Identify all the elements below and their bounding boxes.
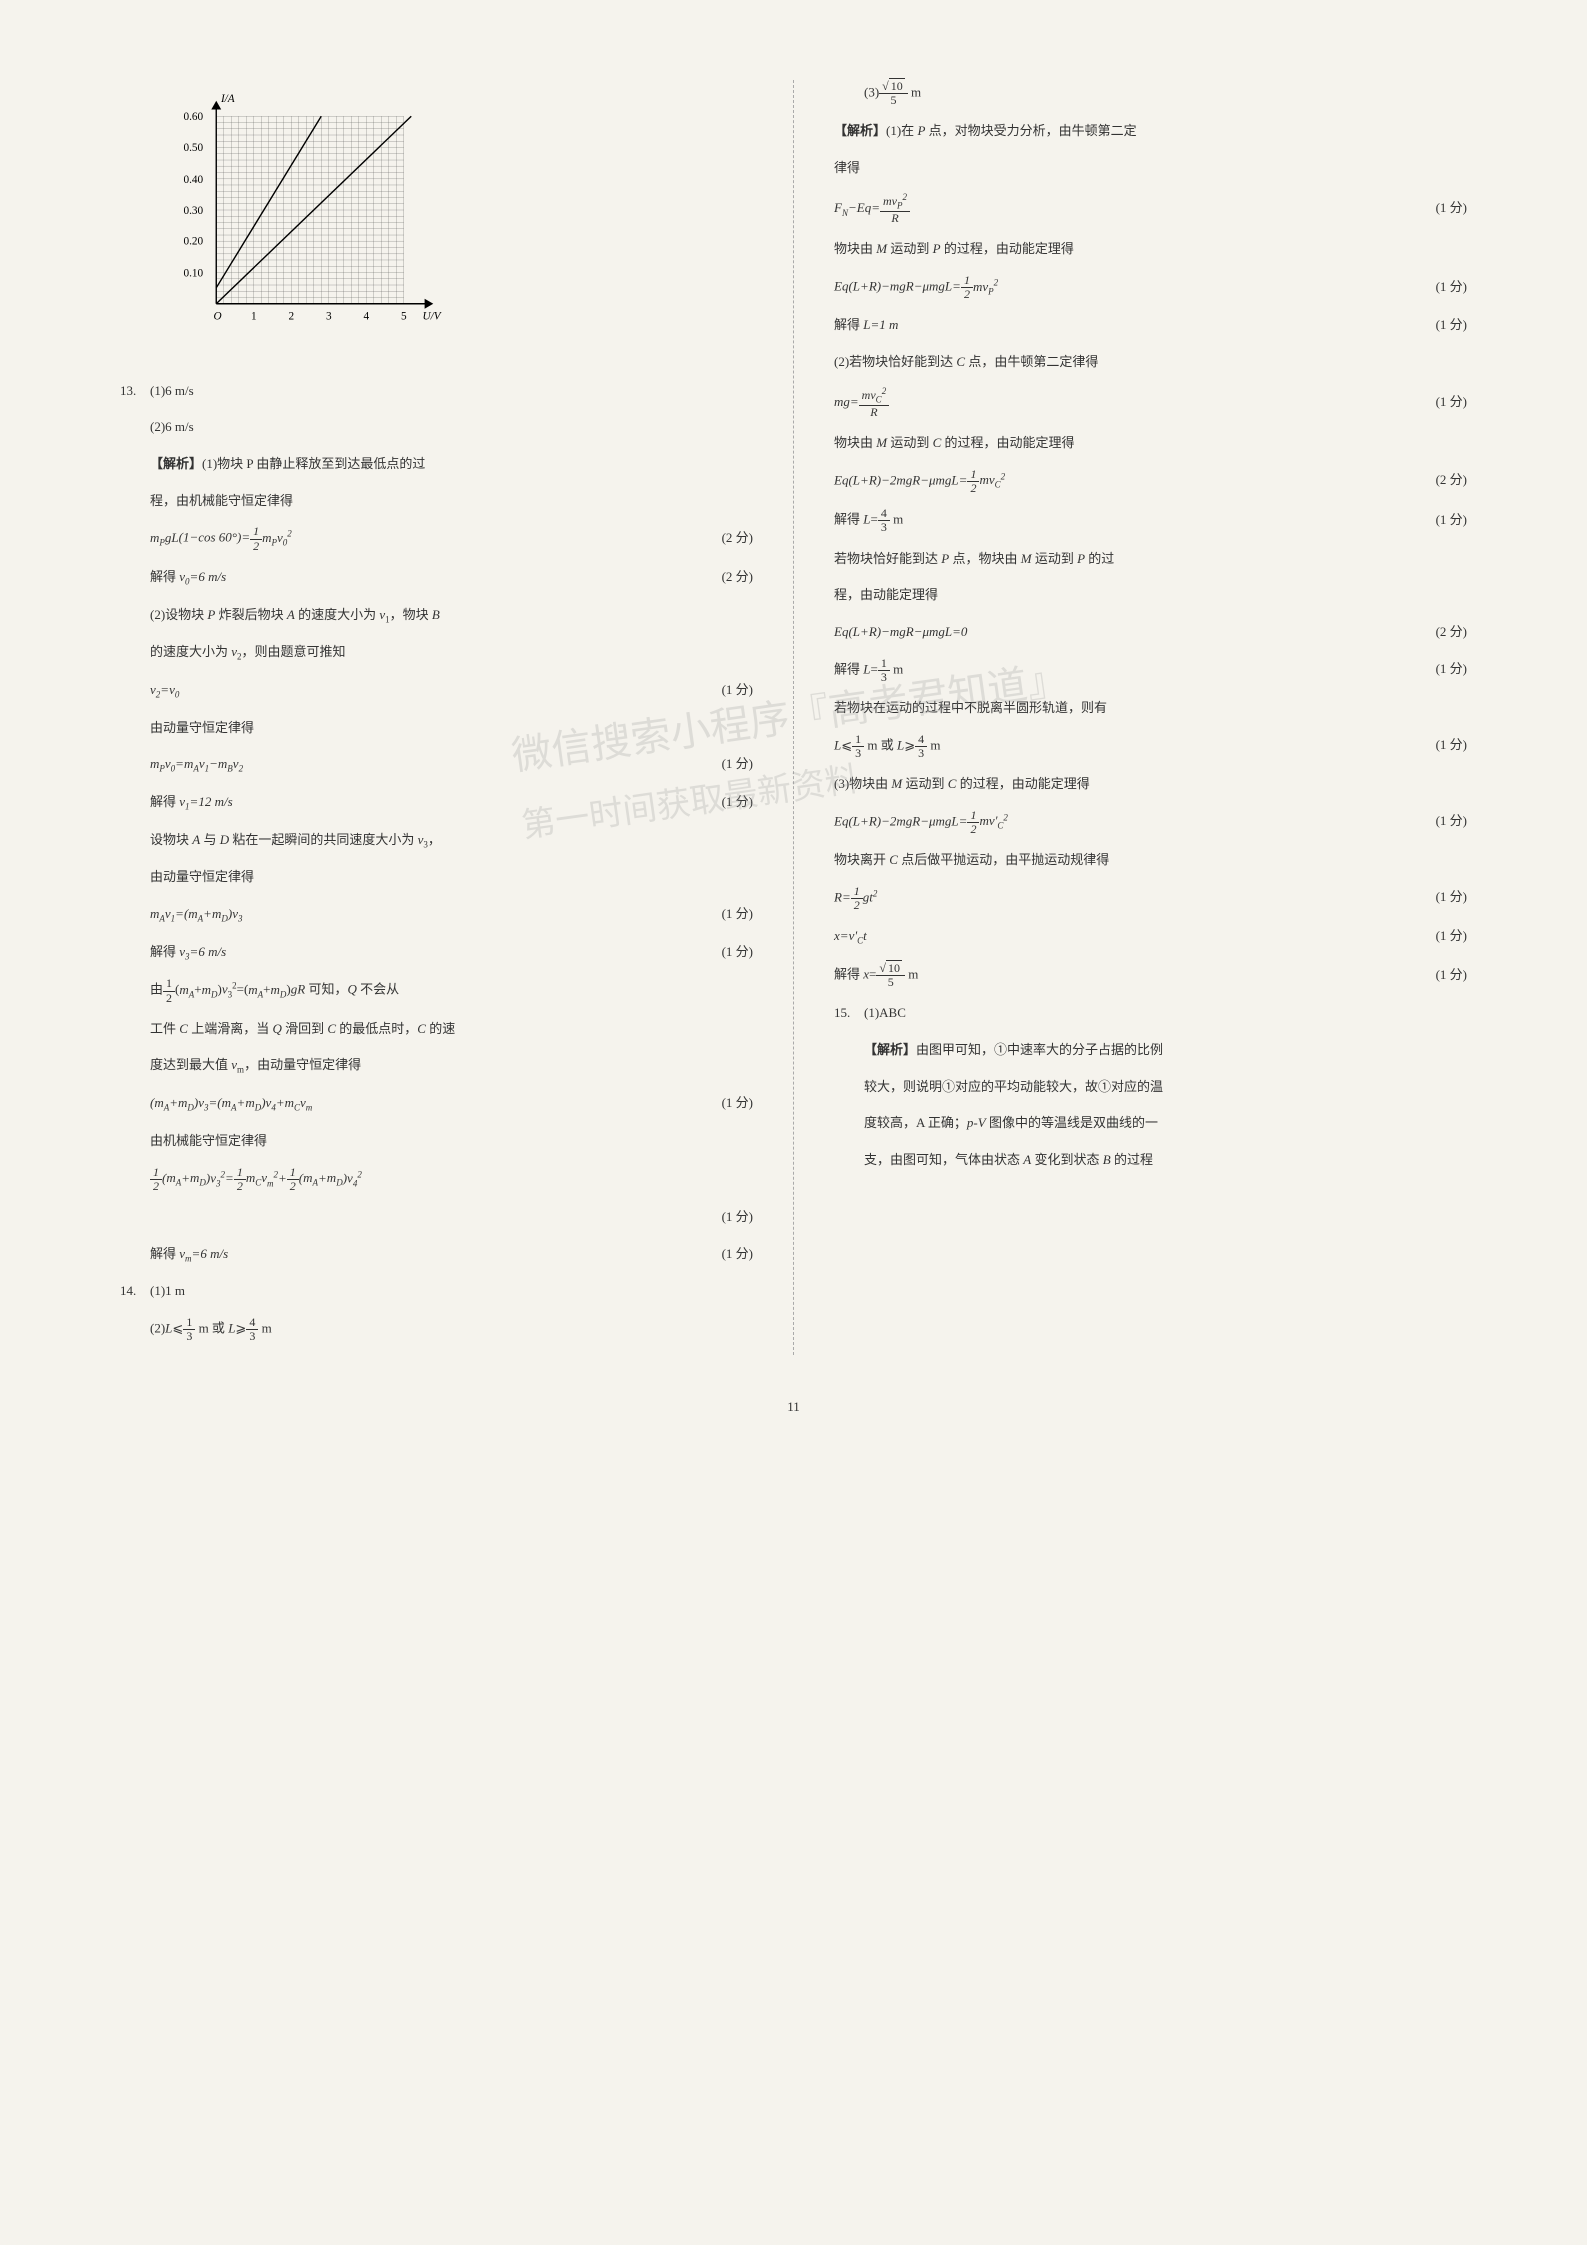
r-l2: 律得 [834,156,1467,181]
q13-part1: (1)6 m/s [150,379,194,404]
q13-eq1-score: (2 分) [722,526,753,551]
q13-l9: 由动量守恒定律得 [150,865,753,890]
svg-text:0.10: 0.10 [183,268,203,280]
r-l11: 若物块在运动的过程中不脱离半圆形轨道，则有 [834,696,1467,721]
q14-num: 14. [120,1279,150,1304]
svg-text:5: 5 [401,311,407,323]
q15-l4: 支，由图可知，气体由状态 A 变化到状态 B 的过程 [864,1148,1467,1173]
q13-l14: 由机械能守恒定律得 [150,1129,753,1154]
q13-l7: 解得 v1=12 m/s (1 分) [150,790,753,816]
r-l13: 物块离开 C 点后做平抛运动，由平抛运动规律得 [834,848,1467,873]
r-eq1: FN−Eq=mvP2R (1 分) [834,193,1467,225]
r-l9: 程，由动能定理得 [834,583,1467,608]
q15-l2: 较大，则说明①对应的平均动能较大，故①对应的温 [864,1075,1467,1100]
analysis-label: 【解析】 [150,452,202,477]
svg-text:U/V: U/V [423,311,442,323]
svg-text:3: 3 [326,311,332,323]
q13-eq1: mPgL(1−cos 60°)=12mPv02 (2 分) [150,525,753,552]
r-l6: 物块由 M 运动到 C 的过程，由动能定理得 [834,431,1467,456]
iv-graph: I/A [160,80,460,340]
r-analysis: 【解析】(1)在 P 点，对物块受力分析，由牛顿第二定 [834,119,1467,144]
r-eq2: Eq(L+R)−mgR−μmgL=12mvP2 (1 分) [834,274,1467,301]
left-column: I/A [120,80,753,1355]
q13-header: 13. (1)6 m/s [150,379,753,404]
q13-l10: 解得 v3=6 m/s (1 分) [150,940,753,966]
q13-analysis: 【解析】(1)物块 P 由静止释放至到达最低点的过 [150,452,753,477]
svg-text:O: O [213,311,221,323]
q13-l11: 由12(mA+mD)v32=(mA+mD)gR 可知，Q 不会从 [150,977,753,1004]
q13-l2: 程，由机械能守恒定律得 [150,489,753,514]
r-l14: 解得 x=√105 m (1 分) [834,962,1467,989]
q13-eq3: mPv0=mAv1−mBv2 (1 分) [150,752,753,778]
r-l5: (2)若物块恰好能到达 C 点，由牛顿第二定律得 [834,350,1467,375]
r-l10: 解得 L=13 m (1 分) [834,657,1467,684]
q13-l12: 工件 C 上端滑离，当 Q 滑回到 C 的最低点时，C 的速 [150,1017,753,1042]
svg-text:0.20: 0.20 [183,236,203,248]
q13-part2: (2)6 m/s [150,415,753,440]
q15-analysis: 【解析】由图甲可知，①中速率大的分子占据的比例 [864,1038,1467,1063]
q14-header: 14. (1)1 m [150,1279,753,1304]
svg-text:2: 2 [288,311,294,323]
r-eq8: R=12gt2 (1 分) [834,885,1467,912]
column-divider [793,80,794,1355]
svg-text:0.60: 0.60 [183,111,203,123]
r-eq4: Eq(L+R)−2mgR−μmgL=12mvC2 (2 分) [834,468,1467,495]
q13-eq2: v2=v0 (1 分) [150,678,753,704]
svg-text:I/A: I/A [220,93,235,105]
svg-text:0.30: 0.30 [183,205,203,217]
r-l3: 物块由 M 运动到 P 的过程，由动能定理得 [834,237,1467,262]
q13-l3: 解得 v0=6 m/s (2 分) [150,565,753,591]
q13-l5: 的速度大小为 v2，则由题意可推知 [150,640,753,666]
r-eq9: x=v'Ct (1 分) [834,924,1467,950]
q13-eq6: 12(mA+mD)v32=12mCvm2+12(mA+mD)v42 [150,1166,753,1193]
page-content: I/A [120,80,1467,1355]
r-part3: (3)√105 m [864,80,1467,107]
q15-l3: 度较高，A 正确；p-V 图像中的等温线是双曲线的一 [864,1111,1467,1136]
q13-l15: 解得 vm=6 m/s (1 分) [150,1242,753,1268]
r-eq7: Eq(L+R)−2mgR−μmgL=12mv'C2 (1 分) [834,809,1467,836]
svg-text:0.50: 0.50 [183,142,203,154]
r-eq5: Eq(L+R)−mgR−μmgL=0 (2 分) [834,620,1467,645]
r-eq6: L⩽13 m 或 L⩾43 m (1 分) [834,733,1467,760]
q13-l4: (2)设物块 P 炸裂后物块 A 的速度大小为 v1，物块 B [150,603,753,629]
q13-eq5: (mA+mD)v3=(mA+mD)v4+mCvm (1 分) [150,1091,753,1117]
r-l12: (3)物块由 M 运动到 C 的过程，由动能定理得 [834,772,1467,797]
q13-l13: 度达到最大值 vm，由动量守恒定律得 [150,1053,753,1079]
q13-l8: 设物块 A 与 D 粘在一起瞬间的共同速度大小为 v3， [150,828,753,854]
q13-num: 13. [120,379,150,404]
q14-part2: (2)L⩽13 m 或 L⩾43 m [150,1316,753,1343]
page-number: 11 [120,1395,1467,1420]
r-l8: 若物块恰好能到达 P 点，物块由 M 运动到 P 的过 [834,547,1467,572]
svg-text:4: 4 [363,311,369,323]
r-l7: 解得 L=43 m (1 分) [834,507,1467,534]
svg-text:0.40: 0.40 [183,174,203,186]
q14-part1: (1)1 m [150,1279,185,1304]
q13-l6: 由动量守恒定律得 [150,716,753,741]
q15-header: 15. (1)ABC [864,1001,1467,1026]
q15-num: 15. [834,1001,864,1026]
r-l4: 解得 L=1 m (1 分) [834,313,1467,338]
right-column: (3)√105 m 【解析】(1)在 P 点，对物块受力分析，由牛顿第二定 律得… [834,80,1467,1355]
q13-eq6-score: (1 分) [150,1205,753,1230]
r-eq3: mg=mvC2R (1 分) [834,387,1467,419]
graph-container: I/A [160,80,753,349]
q15-part1: (1)ABC [864,1001,906,1026]
svg-text:1: 1 [251,311,257,323]
q13-eq4: mAv1=(mA+mD)v3 (1 分) [150,902,753,928]
